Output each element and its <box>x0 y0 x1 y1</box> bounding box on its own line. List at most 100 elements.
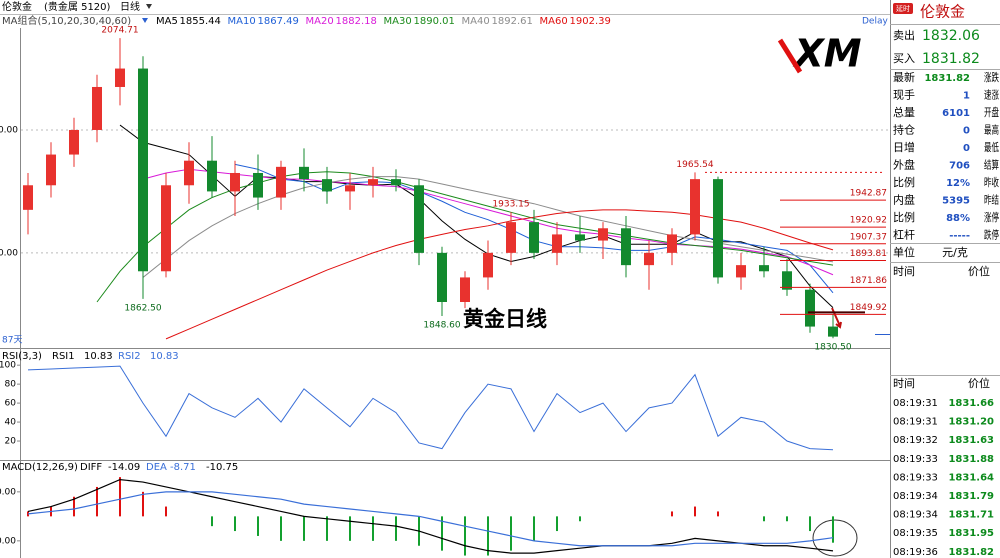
candle-body <box>414 185 424 253</box>
candle-body <box>690 179 700 235</box>
candle-body <box>230 172 240 192</box>
row-value: 88% <box>946 213 970 224</box>
macd-line <box>27 478 834 554</box>
candle-body <box>667 234 677 253</box>
macd-bar <box>533 516 535 541</box>
row-label: 外盘 <box>893 158 915 172</box>
candle-body <box>253 172 263 198</box>
trade-time: 08:19:31 <box>893 417 938 428</box>
row-side: 涨跌 <box>984 70 999 84</box>
highlight-circle <box>812 519 858 557</box>
trade-price: 1831.66 <box>948 398 994 409</box>
row-label: 内盘 <box>893 193 915 207</box>
dropdown-icon[interactable] <box>142 18 148 23</box>
macd-title: MACD(12,26,9) <box>2 462 78 473</box>
row-side: 结算 <box>984 158 999 172</box>
row-label: 日增 <box>893 140 915 154</box>
ma-name: MA5 <box>156 16 178 27</box>
row-label: 比例 <box>893 175 915 189</box>
row-label: 最新 <box>893 70 915 84</box>
row-value: ----- <box>949 231 970 242</box>
macd-bar <box>487 516 489 556</box>
price-annotation: 1965.54 <box>676 160 713 170</box>
ma-name: MA10 <box>228 16 256 27</box>
trade-price: 1831.95 <box>948 528 994 539</box>
dropdown-icon[interactable] <box>146 4 152 9</box>
trade-time: 08:19:34 <box>893 491 938 502</box>
candle-body <box>598 228 608 241</box>
macd-bar <box>257 516 259 536</box>
rsi-title: RSI(3,3) <box>2 351 42 362</box>
row-label: 比例 <box>893 210 915 224</box>
macd-value: -10.75 <box>206 462 238 473</box>
quote-name: 伦敦金 <box>920 3 965 21</box>
row-value: 6101 <box>942 108 970 119</box>
candle-body <box>207 160 217 192</box>
ma-value: 1892.61 <box>492 16 533 27</box>
trade-price: 1831.71 <box>948 510 994 521</box>
ma-title[interactable]: MA组合(5,10,20,30,40,60) <box>2 14 131 27</box>
rsi2-value: 10.83 <box>150 351 179 362</box>
row-value: 706 <box>949 161 970 172</box>
y-tick-label: 0.00 <box>0 536 16 546</box>
candle-body <box>69 129 79 155</box>
macd-bar <box>142 491 144 517</box>
price-annotation: 1862.50 <box>124 303 161 313</box>
buy-label: 买入 <box>893 52 915 65</box>
period[interactable]: 日线 <box>120 0 140 13</box>
macd-line <box>27 491 834 547</box>
candle-body <box>161 185 171 272</box>
trade-price: 1831.63 <box>948 435 994 446</box>
candle-body <box>644 252 654 266</box>
ma-value: 1902.39 <box>570 16 611 27</box>
ma-name: MA20 <box>306 16 334 27</box>
y-tick-label: 0.00 <box>0 125 18 135</box>
row-value: 0 <box>963 126 970 137</box>
macd-bar <box>786 516 788 522</box>
row-label: 持仓 <box>893 123 915 137</box>
level-label: 1871.86 <box>850 276 887 286</box>
level-label: 1893.81 <box>850 249 887 259</box>
row-side: 开盘 <box>984 105 999 119</box>
trade-price: 1831.20 <box>948 417 994 428</box>
candle-body <box>736 265 746 278</box>
unit-label: 单位 <box>893 245 915 259</box>
candle-body <box>805 289 815 327</box>
candle-body <box>437 252 447 302</box>
candle-body <box>828 326 838 337</box>
logo-accent <box>777 38 803 74</box>
delay: Delay <box>862 17 888 27</box>
candle-body <box>299 166 309 180</box>
market: (贵金属 5120) <box>44 0 111 13</box>
row-side: 最低 <box>984 141 999 154</box>
dea-name: DEA <box>146 462 167 473</box>
row-side: 昨收 <box>984 175 999 189</box>
rsi1-name: RSI1 <box>52 351 75 362</box>
macd-bar <box>303 516 305 541</box>
row-value: 0 <box>963 143 970 154</box>
ma-line <box>96 171 834 303</box>
candle-body <box>138 68 148 272</box>
trade-price: 1831.88 <box>948 454 994 465</box>
buy-value: 1831.82 <box>922 51 980 67</box>
unit-value: 元/克 <box>942 246 968 259</box>
candle-body <box>92 86 102 130</box>
level-label: 1849.92 <box>850 303 887 313</box>
badge: 延时 <box>896 4 910 13</box>
macd-bar <box>464 516 466 556</box>
trade-time: 08:19:34 <box>893 510 938 521</box>
macd-bar <box>96 486 98 517</box>
row-value: 1 <box>963 91 970 102</box>
macd-bar <box>441 516 443 551</box>
row-label: 总量 <box>893 105 915 119</box>
candle-body <box>575 234 585 241</box>
macd-bar <box>809 516 811 532</box>
trade-time: 08:19:32 <box>893 435 938 446</box>
candle-body <box>529 222 539 253</box>
trade-time: 08:19:33 <box>893 472 938 483</box>
row-value: 1831.82 <box>924 73 970 84</box>
col-head: 价位 <box>968 376 990 390</box>
